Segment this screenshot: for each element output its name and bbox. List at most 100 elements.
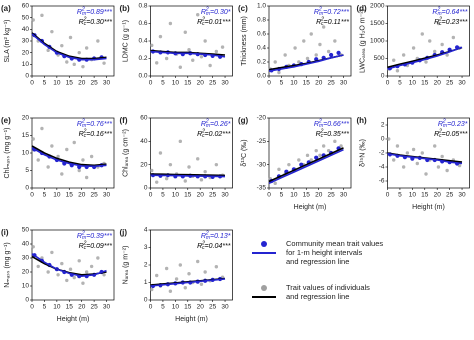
- point: [333, 139, 337, 144]
- annotation-sub: c: [202, 245, 205, 251]
- point: [81, 281, 85, 285]
- point: [326, 148, 331, 153]
- plot-frame: [150, 5, 233, 77]
- point: [318, 42, 322, 47]
- y-tick-label: 0: [381, 73, 385, 80]
- annotation: R2 c=0.05***: [434, 129, 468, 140]
- regression-line: [387, 46, 463, 70]
- annotation-sup: 2: [438, 17, 442, 23]
- annotation-value: =0.23***: [442, 19, 468, 26]
- y-tick-label: 1000: [370, 38, 385, 45]
- x-tick-label: 20: [78, 80, 86, 87]
- y-tick-label: 0.0: [138, 73, 147, 80]
- point: [433, 49, 437, 54]
- y-tick-label: 40: [22, 26, 30, 33]
- point: [102, 273, 106, 277]
- annotation-sub: m: [206, 235, 210, 241]
- annotation: R2 c=0.01***: [197, 17, 231, 28]
- plot-frame: [31, 229, 115, 301]
- x-tick-label: 10: [53, 80, 61, 87]
- annotation-r: R: [77, 121, 82, 128]
- point: [68, 35, 73, 40]
- point: [164, 56, 169, 61]
- point: [392, 58, 396, 62]
- legend-marker: [261, 285, 267, 291]
- point: [77, 168, 81, 173]
- point: [273, 181, 277, 186]
- point: [40, 13, 44, 18]
- plot-frame: [150, 229, 233, 301]
- point: [191, 58, 195, 62]
- annotation-sub: m: [319, 11, 323, 17]
- annotation: R2 m=0.89***: [77, 7, 112, 18]
- annotation-value: =0.16***: [86, 131, 112, 138]
- x-tick-label: 5: [43, 304, 47, 311]
- panel: (j) Nₐᵣₑₐ (g m⁻²) Height (m) 0 1 2 3 4 0 5 10 15 20 2…: [120, 227, 233, 323]
- annotation-r: R: [201, 121, 206, 128]
- y-tick-label: 0.8: [138, 3, 147, 10]
- annotation-sup: 2: [83, 129, 87, 135]
- point: [50, 144, 54, 148]
- point: [46, 48, 50, 53]
- point: [183, 30, 187, 34]
- y-tick-label: 0.6: [257, 31, 266, 38]
- annotation: R2 c=0.02***: [197, 129, 231, 140]
- point: [31, 137, 35, 141]
- x-axis-label: Height (m): [412, 204, 445, 211]
- panel: (b) LDMC (g g⁻¹) 0.0 0.2 0.4 0.6 0.8 0 5 10 15 20 25…: [120, 3, 233, 87]
- point: [401, 165, 406, 169]
- annotation-value: =0.30***: [86, 19, 112, 26]
- point: [96, 39, 100, 43]
- y-tick-label: 60: [22, 3, 30, 10]
- regression-line: [150, 174, 226, 178]
- regression-line: [387, 152, 463, 163]
- panel-label: (e): [1, 116, 11, 125]
- regression-line: [268, 54, 344, 72]
- y-tick-label: 15: [22, 132, 30, 139]
- point: [436, 21, 441, 26]
- point: [333, 39, 337, 43]
- annotation-r: R: [314, 9, 319, 16]
- point: [314, 155, 319, 160]
- x-tick-label: 5: [280, 80, 284, 87]
- x-tick-label: 30: [340, 192, 348, 199]
- x-tick-label: 15: [184, 80, 192, 87]
- point: [168, 289, 173, 293]
- point: [72, 140, 76, 145]
- point: [424, 60, 428, 64]
- annotation-sup: 2: [436, 7, 440, 13]
- x-tick-label: 10: [290, 80, 298, 87]
- annotation: R2 c=0.09***: [79, 241, 113, 252]
- y-tick-label: 10: [22, 283, 30, 290]
- regression-line: [31, 145, 107, 167]
- annotation-value: =0.64***: [442, 9, 468, 16]
- point: [84, 175, 89, 180]
- point: [208, 63, 212, 68]
- y-axis-label: δ¹⁵N (‰): [359, 139, 366, 167]
- x-tick-label: 0: [149, 80, 153, 87]
- point: [56, 154, 60, 159]
- y-tick-label: 50: [22, 227, 30, 234]
- panel-label: (c): [238, 4, 248, 13]
- y-tick-label: 0.0: [257, 73, 266, 80]
- point: [183, 286, 187, 290]
- x-tick-label: 5: [161, 192, 165, 199]
- x-tick-label: 15: [184, 304, 192, 311]
- y-tick-label: -6: [379, 178, 385, 185]
- annotation: R2 c=0.23***: [434, 17, 468, 28]
- y-tick-label: 0: [381, 136, 385, 143]
- x-tick-label: 5: [161, 304, 165, 311]
- point: [287, 162, 291, 167]
- point: [411, 46, 416, 50]
- plot-frame: [387, 117, 470, 189]
- x-tick-label: 20: [78, 304, 86, 311]
- panel: (i) Nₘₐₛₛ (mg g⁻¹) Height (m) 0 10 20 30 40 50 0 5…: [1, 227, 115, 323]
- y-tick-label: 0.2: [257, 59, 266, 66]
- point: [318, 153, 322, 158]
- point: [84, 46, 89, 50]
- point: [60, 43, 64, 48]
- annotation-sup: 2: [83, 241, 87, 247]
- x-tick-label: 15: [421, 192, 429, 199]
- point: [178, 65, 183, 69]
- point: [158, 151, 163, 155]
